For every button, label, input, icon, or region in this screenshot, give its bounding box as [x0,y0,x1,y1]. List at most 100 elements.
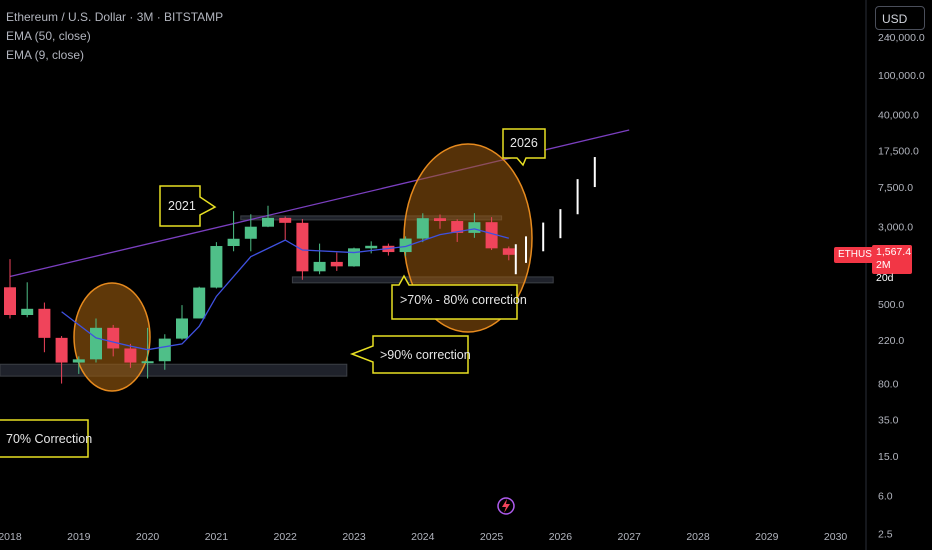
candle-body [38,308,51,338]
candle[interactable] [330,252,343,271]
projection-bars [514,157,596,275]
candle-body [262,217,274,227]
price-tick-label: 6.0 [878,491,893,503]
price-tick-label: 3,000.0 [878,222,913,234]
chart-legend: Ethereum / U.S. Dollar · 3M · BITSTAMP E… [6,8,223,65]
candle-body [4,287,16,315]
candle[interactable] [72,356,85,374]
candle-body [416,218,429,239]
time-tick-label: 2024 [411,531,435,543]
candle-body [21,308,34,315]
candle[interactable] [21,282,34,318]
time-tick-label: 2030 [824,531,848,543]
time-axis-labels: 2018 2019 2020 2021 2022 2023 2024 2025 2026 2027… [0,531,847,543]
candle[interactable] [468,213,481,238]
zone-0[interactable] [0,363,348,377]
candle[interactable] [227,211,240,252]
candle[interactable] [313,243,326,275]
candle-body [210,246,223,288]
indicator-ema-9[interactable]: EMA (9, close) [6,48,85,62]
last-price: 1,567.4 [876,246,912,258]
chart-title: Ethereum / U.S. Dollar · 3M · BITSTAMP [6,10,224,24]
time-tick-label: 2026 [549,531,573,543]
price-tick-label: 40,000.0 [878,110,919,122]
candle[interactable] [416,213,429,243]
time-tick-label: 2022 [274,531,298,543]
candle[interactable] [55,336,68,384]
chevron-down-icon[interactable]: ⌄ [884,30,893,41]
callout-70[interactable]: 70% Correction [0,419,92,458]
callout-2026-text: 2026 [510,136,538,150]
callout-2021-text: 2021 [168,199,196,213]
candle-body [502,248,515,255]
candle-body [296,222,309,272]
time-tick-label: 2027 [618,531,642,543]
candle[interactable] [124,343,137,368]
candle[interactable] [348,247,360,267]
symbol-tag: ETHUSD [834,247,884,263]
candle[interactable] [502,246,515,261]
candle[interactable] [279,216,292,241]
price-tick-label: 35.0 [878,414,899,426]
callout-2021[interactable]: 2021 [159,185,217,227]
candle-body [244,226,257,239]
price-tick-label: 17,500.0 [878,145,919,157]
candle[interactable] [193,286,206,319]
candles [4,205,515,384]
candle[interactable] [176,305,188,340]
candle[interactable] [365,241,378,254]
callout-2026[interactable]: 2026 [502,128,546,167]
candle-body [124,348,137,363]
candle-body [193,287,206,319]
candle[interactable] [210,242,223,289]
time-tick-label: 2025 [480,531,504,543]
ema-line [61,228,509,351]
candle-body [348,248,360,267]
candle-body [468,222,481,233]
callout-70-80[interactable]: >70% - 80% correction [391,274,527,320]
candle-body [399,238,412,253]
price-tick-label: 15.0 [878,451,899,463]
candle-body [55,337,68,363]
candle-body [330,261,343,267]
candle-body [107,327,120,349]
candle-body [227,238,240,247]
candle-body [141,361,154,364]
price-tick-label: 2.5 [878,529,893,541]
candle-body [313,261,326,272]
time-tick-label: 2029 [755,531,779,543]
time-tick-label: 2021 [205,531,229,543]
time-tick-label: 2020 [136,531,160,543]
time-tick-label: 2019 [67,531,91,543]
candle-body [451,221,464,233]
last-price-tag: 1,567.4 2M 20d [872,245,912,284]
candle-body [90,327,102,360]
currency-button[interactable]: USD [875,6,925,30]
candle-body [158,338,171,362]
price-tick-label: 220.0 [878,335,904,347]
candle[interactable] [244,214,257,252]
candle-body [72,359,85,363]
candle[interactable] [4,259,16,319]
price-tick-label: 7,500.0 [878,182,913,194]
candle[interactable] [451,219,464,242]
callout-70-text: 70% Correction [6,432,92,446]
tradingview-bolt-icon[interactable] [497,497,515,515]
candle[interactable] [434,214,446,229]
candle[interactable] [38,302,51,353]
time-tick-label: 2023 [342,531,366,543]
bar-countdown: 2M 20d [876,259,894,284]
time-tick-label: 2028 [686,531,710,543]
price-tick-label: 80.0 [878,379,899,391]
candle[interactable] [141,327,154,379]
callout-90[interactable]: >90% correction [349,335,471,374]
candle-body [176,318,188,339]
price-axis-labels: 240,000.0 100,000.0 40,000.0 17,500.0 7,500.… [878,32,925,541]
candle[interactable] [262,205,274,228]
candle-body [365,245,378,249]
callout-70-80-text: >70% - 80% correction [400,293,527,307]
indicator-ema-50[interactable]: EMA (50, close) [6,29,91,43]
price-tick-label: 100,000.0 [878,70,925,82]
candle[interactable] [158,334,171,370]
